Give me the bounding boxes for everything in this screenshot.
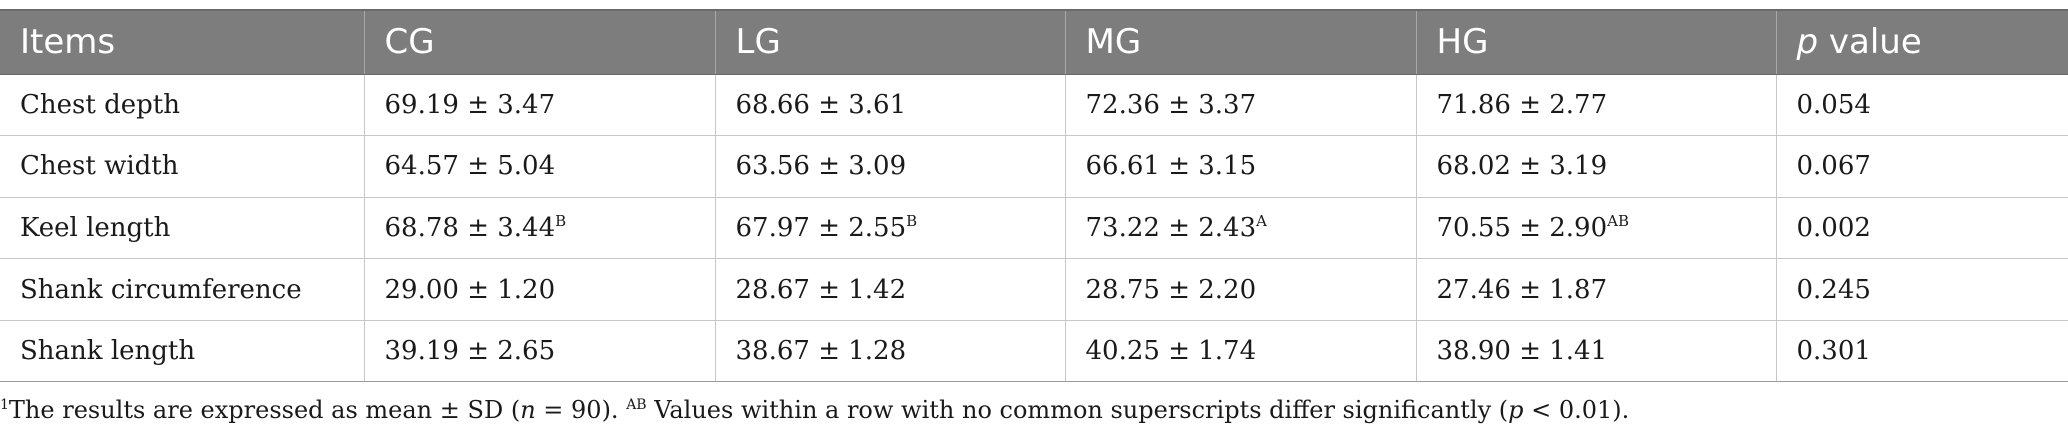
footnote-text-4: < 0.01).	[1523, 396, 1630, 424]
cell-p-value: 0.301	[1776, 320, 2068, 383]
table-row: Shank length 39.19 ± 2.65 38.67 ± 1.28 40.2…	[0, 320, 2068, 383]
table-header: Items CG LG MG HG p value	[0, 9, 2068, 75]
cell-p-value: 0.002	[1776, 197, 2068, 260]
cell-item: Chest depth	[0, 74, 365, 137]
footnote-n-symbol: n	[520, 396, 536, 424]
cell-p-value: 0.054	[1776, 74, 2068, 137]
cell-value: 67.97 ± 2.55	[735, 212, 907, 243]
cell-item: Shank length	[0, 320, 365, 383]
header-p-value: p value	[1776, 9, 2068, 75]
cell-superscript: B	[906, 211, 918, 230]
cell-cg: 68.78 ± 3.44B	[364, 197, 716, 260]
footnote-marker: 1	[0, 397, 9, 413]
cell-lg: 38.67 ± 1.28	[715, 320, 1066, 383]
header-p-symbol: p	[1796, 22, 1819, 63]
cell-value: 38.67 ± 1.28	[735, 336, 907, 367]
cell-value: 28.75 ± 2.20	[1085, 274, 1257, 305]
cell-item: Shank circumference	[0, 258, 365, 321]
cell-p-value: 0.245	[1776, 258, 2068, 321]
header-p-label: value	[1828, 22, 1922, 63]
data-table-container: Items CG LG MG HG p value Chest depth 69.…	[0, 9, 2068, 383]
cell-lg: 63.56 ± 3.09	[715, 135, 1066, 198]
header-items: Items	[0, 9, 365, 75]
cell-value: 28.67 ± 1.42	[735, 274, 907, 305]
cell-value: 68.66 ± 3.61	[735, 89, 907, 120]
cell-mg: 73.22 ± 2.43A	[1065, 197, 1417, 260]
cell-cg: 69.19 ± 3.47	[364, 74, 716, 137]
cell-value: 68.78 ± 3.44	[384, 212, 556, 243]
cell-value: 69.19 ± 3.47	[384, 89, 556, 120]
cell-hg: 27.46 ± 1.87	[1416, 258, 1777, 321]
table-row: Chest depth 69.19 ± 3.47 68.66 ± 3.61 72.36…	[0, 74, 2068, 137]
header-lg: LG	[715, 9, 1066, 75]
cell-value: 29.00 ± 1.20	[384, 274, 556, 305]
cell-cg: 39.19 ± 2.65	[364, 320, 716, 383]
cell-value: 66.61 ± 3.15	[1085, 151, 1257, 182]
cell-item: Chest width	[0, 135, 365, 198]
header-hg: HG	[1416, 9, 1777, 75]
cell-cg: 29.00 ± 1.20	[364, 258, 716, 321]
cell-hg: 70.55 ± 2.90AB	[1416, 197, 1777, 260]
cell-p-value: 0.067	[1776, 135, 2068, 198]
header-cg: CG	[364, 9, 716, 75]
cell-mg: 40.25 ± 1.74	[1065, 320, 1417, 383]
table-row: Keel length 68.78 ± 3.44B 67.97 ± 2.55B 73.…	[0, 197, 2068, 260]
cell-lg: 68.66 ± 3.61	[715, 74, 1066, 137]
cell-value: 64.57 ± 5.04	[384, 151, 556, 182]
cell-value: 40.25 ± 1.74	[1085, 336, 1257, 367]
cell-superscript: B	[555, 211, 567, 230]
cell-value: 71.86 ± 2.77	[1436, 89, 1608, 120]
table-row: Chest width 64.57 ± 5.04 63.56 ± 3.09 66.61…	[0, 135, 2068, 198]
cell-item: Keel length	[0, 197, 365, 260]
cell-value: 70.55 ± 2.90	[1436, 212, 1608, 243]
cell-hg: 71.86 ± 2.77	[1416, 74, 1777, 137]
cell-value: 68.02 ± 3.19	[1436, 151, 1608, 182]
footnote-text-3: Values within a row with no common super…	[646, 396, 1509, 424]
header-mg: MG	[1065, 9, 1417, 75]
data-table: Items CG LG MG HG p value Chest depth 69.…	[0, 9, 2068, 383]
table-body: Chest depth 69.19 ± 3.47 68.66 ± 3.61 72.36…	[0, 74, 2068, 383]
table-footnote: 1The results are expressed as mean ± SD …	[0, 396, 2068, 424]
cell-value: 72.36 ± 3.37	[1085, 89, 1257, 120]
cell-lg: 67.97 ± 2.55B	[715, 197, 1066, 260]
footnote-p-symbol: p	[1508, 396, 1524, 424]
cell-value: 63.56 ± 3.09	[735, 151, 907, 182]
cell-mg: 28.75 ± 2.20	[1065, 258, 1417, 321]
table-row: Shank circumference 29.00 ± 1.20 28.67 ± 1…	[0, 258, 2068, 321]
cell-hg: 68.02 ± 3.19	[1416, 135, 1777, 198]
cell-value: 38.90 ± 1.41	[1436, 336, 1608, 367]
cell-mg: 72.36 ± 3.37	[1065, 74, 1417, 137]
footnote-ab-sup: AB	[626, 397, 647, 413]
cell-superscript: A	[1256, 211, 1267, 230]
footnote-text-2: = 90).	[535, 396, 627, 424]
footnote-text-1: The results are expressed as mean ± SD (	[8, 396, 521, 424]
cell-superscript: AB	[1607, 211, 1629, 230]
header-row: Items CG LG MG HG p value	[0, 9, 2068, 75]
cell-hg: 38.90 ± 1.41	[1416, 320, 1777, 383]
cell-cg: 64.57 ± 5.04	[364, 135, 716, 198]
cell-lg: 28.67 ± 1.42	[715, 258, 1066, 321]
cell-mg: 66.61 ± 3.15	[1065, 135, 1417, 198]
cell-value: 27.46 ± 1.87	[1436, 274, 1608, 305]
cell-value: 73.22 ± 2.43	[1085, 212, 1257, 243]
cell-value: 39.19 ± 2.65	[384, 336, 556, 367]
